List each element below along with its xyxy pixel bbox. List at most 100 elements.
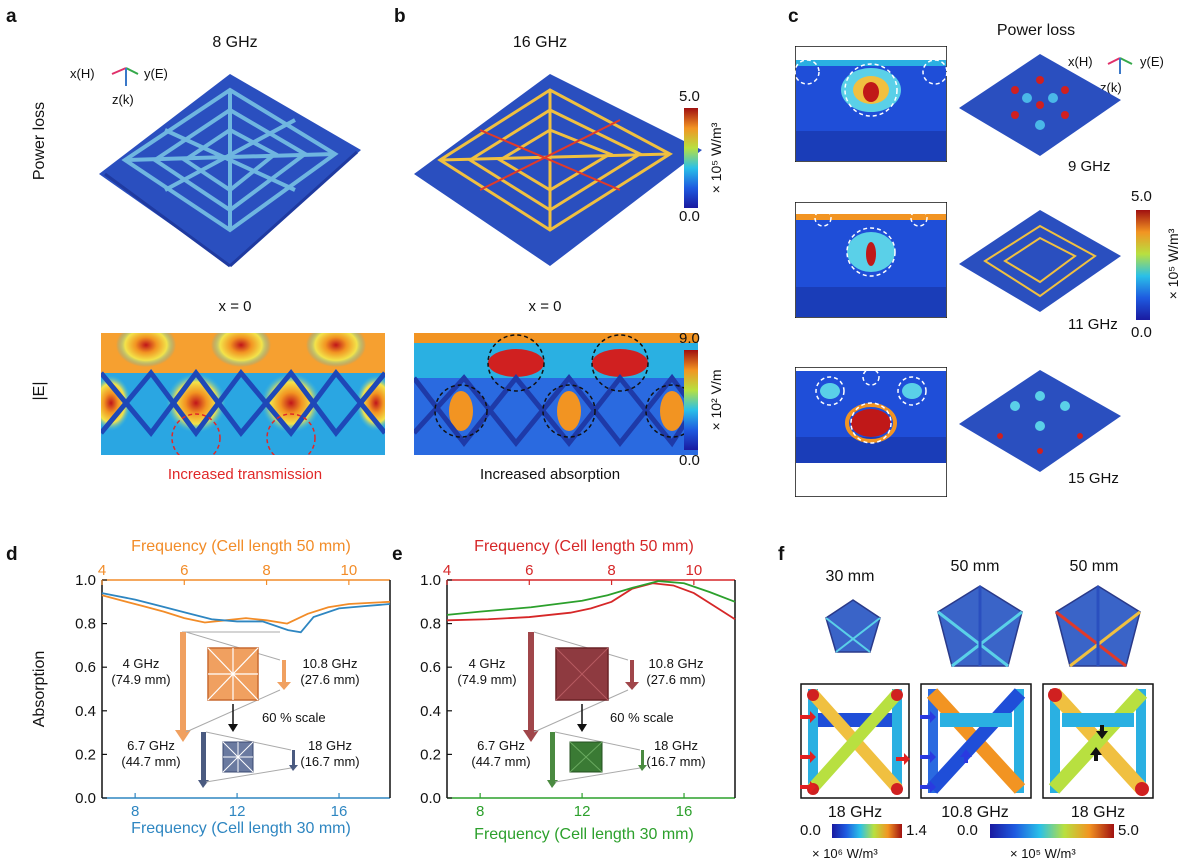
chart-e-y-tick-label: 1.0 <box>420 572 441 589</box>
d-bottom-xlabel: Frequency (Cell length 30 mm) <box>131 820 351 837</box>
field-map-8ghz <box>101 333 385 455</box>
chart-d-y-tick-label: 0.8 <box>75 616 96 633</box>
chart-d-y-tick-label: 0.6 <box>75 659 96 676</box>
f-cbar1-min: 0.0 <box>800 822 821 839</box>
e-big-left: 4 GHz (74.9 mm) <box>457 656 517 687</box>
d-small-right: 18 GHz (16.7 mm) <box>300 738 360 769</box>
chart-d-series-bottom <box>101 592 391 634</box>
increased-absorption-label: Increased absorption <box>479 466 621 483</box>
cbar-field-min: 0.0 <box>679 452 700 469</box>
chart-d-series-top <box>101 594 391 625</box>
f-map-30mm-18ghz <box>800 683 910 799</box>
panel-label-a: a <box>6 6 17 27</box>
chart-d-top-tick-label: 4 <box>98 562 106 579</box>
chart-d-bottom-tick-label: 8 <box>131 803 139 820</box>
chart-d-y-tick-label: 1.0 <box>75 572 96 589</box>
row-label-e-field: |E| <box>31 381 48 401</box>
f-cbar2-min: 0.0 <box>957 822 978 839</box>
f-map-50mm-18ghz <box>1042 683 1154 799</box>
chart-e-y-tick-label: 0.2 <box>420 746 441 763</box>
chart-d-top-tick-label: 6 <box>180 562 188 579</box>
panel-label-b: b <box>394 6 406 27</box>
chart-e: 0.0 0.2 0.4 0.6 0.8 1.04 6 8 10 8 12 16 <box>420 562 736 820</box>
chart-e-top-tick-label: 6 <box>525 562 533 579</box>
chart-e-top-tick-label: 8 <box>607 562 615 579</box>
axes-triad-c <box>1107 57 1133 74</box>
panel-label-d: d <box>6 544 18 565</box>
power-lattice-11ghz <box>959 210 1121 312</box>
f-freq-1: 18 GHz <box>827 804 883 821</box>
f-map-50mm-10-8ghz <box>920 683 1032 799</box>
e-small-cell <box>547 731 647 788</box>
e-small-right: 18 GHz (16.7 mm) <box>646 738 706 769</box>
f-cbar1-max: 1.4 <box>906 822 927 839</box>
e-scale-diagram <box>523 631 639 742</box>
d-big-right: 10.8 GHz (27.6 mm) <box>300 656 360 687</box>
row-label-power-loss: Power loss <box>31 101 48 181</box>
d-scale-diagram <box>175 631 291 742</box>
d-small-left: 6.7 GHz (44.7 mm) <box>121 738 181 769</box>
d-big-left: 4 GHz (74.9 mm) <box>111 656 171 687</box>
f-cbar2-unit: × 10⁵ W/m³ <box>1010 846 1076 861</box>
cbar-field-max: 9.0 <box>679 330 700 347</box>
d-scale: 60 % scale <box>262 710 326 725</box>
f-unit-cell-50mm-a <box>937 585 1023 668</box>
power-section-15ghz <box>795 367 947 497</box>
chart-e-series-bottom <box>446 580 736 616</box>
x0-label-a: x = 0 <box>218 298 252 315</box>
f-col-2: 50 mm <box>950 558 1000 575</box>
f-colorbar-2 <box>990 824 1114 838</box>
increased-transmission-label: Increased transmission <box>167 466 323 483</box>
axis-x-label-a: x(H) <box>70 66 95 81</box>
axis-y-label-a: y(E) <box>144 66 168 81</box>
axis-z-label-a: z(k) <box>112 92 134 107</box>
chart-e-y-tick-label: 0.0 <box>420 790 441 807</box>
panel-label-e: e <box>392 544 403 565</box>
chart-e-series-top <box>446 582 736 622</box>
axes-triad-a <box>111 67 139 86</box>
power-section-11ghz <box>795 202 947 318</box>
lattice-render-8ghz <box>99 74 361 268</box>
cbar-c-unit: × 10⁵ W/m³ <box>1165 228 1181 300</box>
cbar-power-max: 5.0 <box>679 88 700 105</box>
panel-label-f: f <box>778 544 785 565</box>
power-section-9ghz <box>795 46 947 162</box>
chart-d-y-tick-label: 0.4 <box>75 703 96 720</box>
axis-y-label-c: y(E) <box>1140 54 1164 69</box>
chart-d-top-tick-label: 10 <box>341 562 358 579</box>
x0-label-b: x = 0 <box>528 298 562 315</box>
e-small-left: 6.7 GHz (44.7 mm) <box>471 738 531 769</box>
chart-d-top-tick-label: 8 <box>262 562 270 579</box>
cbar-field-unit: × 10² V/m <box>708 369 724 431</box>
power-lattice-15ghz <box>959 370 1121 472</box>
panel-label-c: c <box>788 6 799 27</box>
c-freq-15: 15 GHz <box>1068 470 1119 487</box>
chart-d-bottom-tick-label: 12 <box>229 803 246 820</box>
chart-e-bottom-tick-label: 8 <box>476 803 484 820</box>
cbar-power-min: 0.0 <box>679 208 700 225</box>
d-small-cell <box>198 731 298 788</box>
chart-e-bottom-tick-label: 12 <box>574 803 591 820</box>
field-colorbar <box>684 350 698 450</box>
c-colorbar <box>1136 210 1150 320</box>
f-freq-2: 10.8 GHz <box>941 804 1009 821</box>
f-col-1: 30 mm <box>825 568 875 585</box>
panel-c-title: Power loss <box>996 22 1076 39</box>
chart-e-y-tick-label: 0.8 <box>420 616 441 633</box>
panel-b-title: 16 GHz <box>512 34 568 51</box>
chart-d-y-tick-label: 0.0 <box>75 790 96 807</box>
f-colorbar-1 <box>832 824 902 838</box>
e-top-xlabel: Frequency (Cell length 50 mm) <box>474 538 694 555</box>
cbar-c-max: 5.0 <box>1131 188 1152 205</box>
f-col-3: 50 mm <box>1069 558 1119 575</box>
chart-e-y-tick-label: 0.4 <box>420 703 441 720</box>
d-top-xlabel: Frequency (Cell length 50 mm) <box>131 538 351 555</box>
f-cbar2-max: 5.0 <box>1118 822 1139 839</box>
e-bottom-xlabel: Frequency (Cell length 30 mm) <box>474 826 694 843</box>
chart-e-top-tick-label: 4 <box>443 562 451 579</box>
chart-e-bottom-tick-label: 16 <box>676 803 693 820</box>
chart-e-top-tick-label: 10 <box>686 562 703 579</box>
d-ylabel: Absorption <box>31 650 48 728</box>
f-cbar1-unit: × 10⁶ W/m³ <box>812 846 878 861</box>
panel-a-title: 8 GHz <box>212 34 258 51</box>
